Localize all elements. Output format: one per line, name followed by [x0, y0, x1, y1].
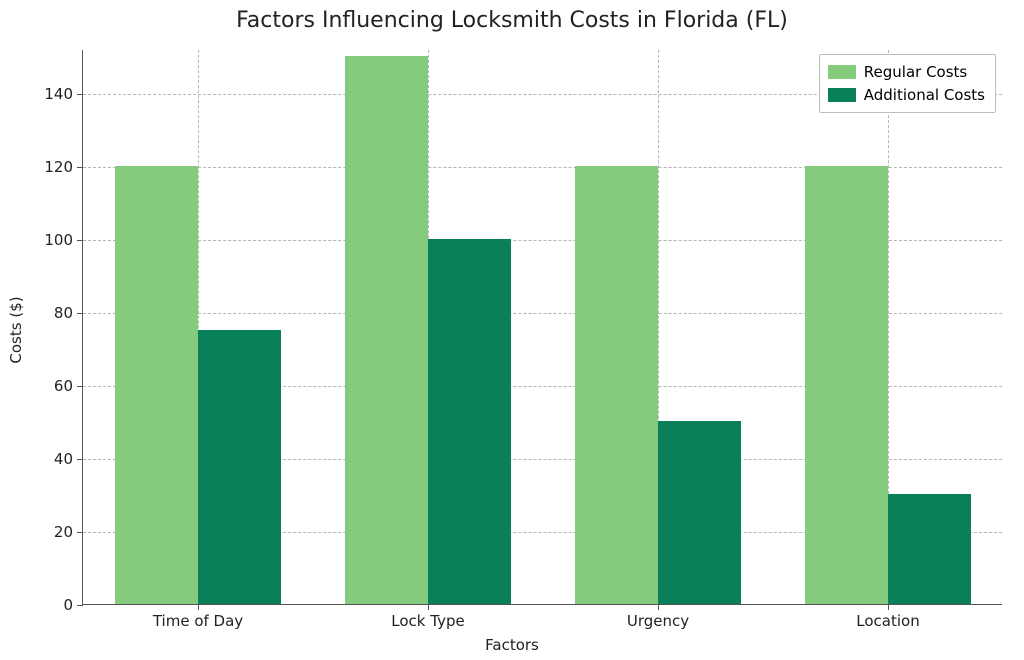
xtick-label: Time of Day — [153, 604, 243, 630]
legend-label: Additional Costs — [864, 84, 985, 107]
bar — [198, 330, 281, 604]
chart-title: Factors Influencing Locksmith Costs in F… — [0, 8, 1024, 33]
bar — [115, 166, 198, 604]
chart-container: Factors Influencing Locksmith Costs in F… — [0, 0, 1024, 660]
bar — [658, 421, 741, 604]
bar — [428, 239, 511, 604]
plot-area: 020406080100120140Time of DayLock TypeUr… — [82, 50, 1002, 605]
xtick-label: Location — [856, 604, 919, 630]
ytick-label: 0 — [63, 596, 83, 614]
ytick-label: 120 — [44, 158, 83, 176]
xtick-label: Lock Type — [391, 604, 464, 630]
legend: Regular CostsAdditional Costs — [819, 54, 996, 113]
xtick-label: Urgency — [627, 604, 689, 630]
legend-item: Additional Costs — [828, 84, 985, 107]
bar — [805, 166, 888, 604]
ytick-label: 60 — [54, 377, 83, 395]
y-axis-label: Costs ($) — [7, 296, 25, 363]
ytick-label: 40 — [54, 450, 83, 468]
ytick-label: 80 — [54, 304, 83, 322]
legend-item: Regular Costs — [828, 61, 985, 84]
legend-swatch — [828, 65, 856, 79]
x-axis-label: Factors — [0, 636, 1024, 654]
legend-label: Regular Costs — [864, 61, 967, 84]
legend-swatch — [828, 88, 856, 102]
ytick-label: 140 — [44, 85, 83, 103]
bar — [888, 494, 971, 604]
ytick-label: 100 — [44, 231, 83, 249]
bar — [575, 166, 658, 604]
ytick-label: 20 — [54, 523, 83, 541]
bar — [345, 56, 428, 604]
